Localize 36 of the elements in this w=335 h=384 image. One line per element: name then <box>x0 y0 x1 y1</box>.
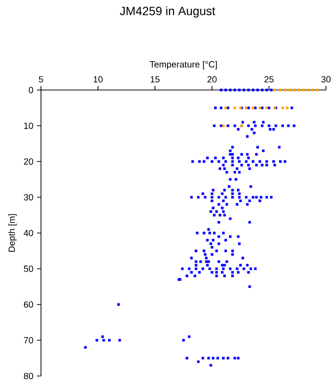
chart-title: JM4259 in August <box>120 6 216 18</box>
point <box>222 124 225 128</box>
point <box>311 88 314 92</box>
point <box>224 106 227 110</box>
point <box>286 106 289 110</box>
point <box>279 88 282 92</box>
point <box>244 106 248 110</box>
point <box>306 88 310 92</box>
point <box>284 88 286 92</box>
x-axis-title: Temperature [°C] <box>150 60 217 70</box>
point <box>273 88 276 92</box>
x-tick-label: 30 <box>321 76 331 82</box>
x-tick-label: 20 <box>207 76 217 82</box>
x-tick-label: 5 <box>38 76 44 82</box>
y-tick-label: 50 <box>24 266 34 272</box>
y-tick-label: 80 <box>24 372 34 380</box>
x-tick-label: 10 <box>94 76 103 82</box>
y-axis-title: Depth [m] <box>8 214 17 252</box>
point <box>288 88 291 92</box>
point <box>252 106 254 110</box>
x-tick-label: 15 <box>150 76 160 82</box>
point <box>316 88 318 92</box>
y-tick-label: 20 <box>24 158 34 165</box>
y-tick-label: 0 <box>28 86 34 94</box>
x-tick-label: 25 <box>264 76 274 82</box>
point <box>297 88 300 92</box>
point <box>292 88 296 92</box>
point <box>281 106 284 110</box>
y-tick-label: 40 <box>24 230 34 236</box>
y-tick-label: 30 <box>24 194 34 200</box>
y-tick-label: 10 <box>24 122 34 129</box>
y-tick-label: 70 <box>24 337 34 344</box>
y-tick-label: 60 <box>24 301 34 308</box>
point <box>302 88 304 92</box>
point <box>234 106 236 110</box>
point <box>265 106 268 110</box>
